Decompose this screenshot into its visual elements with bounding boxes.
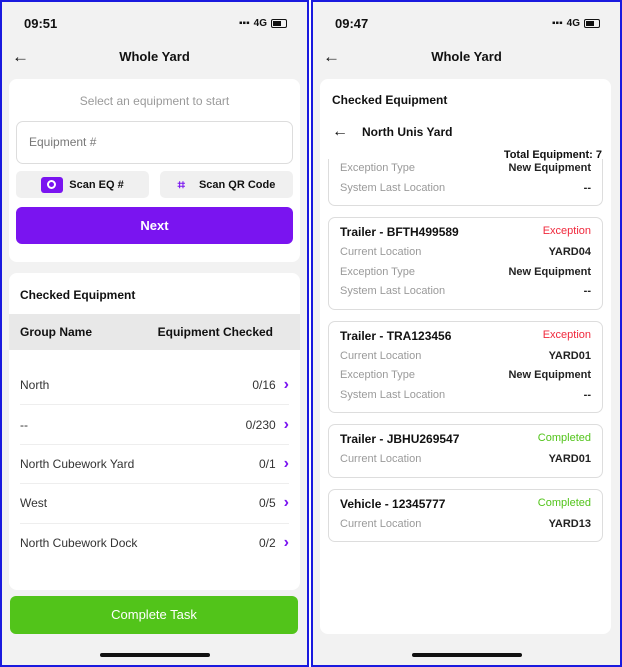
nav-bar: ← Whole Yard <box>2 46 307 68</box>
table-row[interactable]: North 0/16 › <box>20 366 289 406</box>
equipment-card[interactable]: Trailer - JBHU269547 Completed Current Lo… <box>328 424 603 478</box>
chevron-right-icon: › <box>283 494 289 512</box>
status-badge: Completed <box>537 432 591 444</box>
back-arrow-icon[interactable]: ← <box>323 47 340 66</box>
checked-equipment-card: Checked Equipment Group Name Equipment Ch… <box>9 273 300 590</box>
value: YARD04 <box>548 246 591 258</box>
equipment-card-partial[interactable]: Exception Type New Equipment System Last … <box>328 159 603 206</box>
hint-text: Select an equipment to start <box>79 94 230 108</box>
label: System Last Location <box>340 181 446 194</box>
label: Current Location <box>340 453 422 465</box>
col-equipment-checked: Equipment Checked <box>157 325 273 339</box>
group-count: 0/1 <box>258 456 276 471</box>
total-equipment: Total Equipment: 7 <box>503 149 602 161</box>
equipment-input[interactable]: Equipment # <box>16 121 293 164</box>
back-arrow-icon[interactable]: ← <box>332 123 348 140</box>
equipment-card[interactable]: Vehicle - 12345777 Completed Current Loca… <box>328 488 603 542</box>
group-count: 0/2 <box>258 536 276 551</box>
checked-equipment-panel: Checked Equipment ← North Unis Yard Total… <box>320 79 611 634</box>
phone-screen-right: 09:47 ▪▪▪ 4G ← Whole Yard Checked Equipme… <box>311 0 622 667</box>
group-name: North Cubework Yard <box>20 456 135 471</box>
signal-icon: ▪▪▪ <box>239 17 250 29</box>
home-indicator[interactable] <box>411 653 522 657</box>
label: Exception Type <box>340 162 416 174</box>
yard-header: ← North Unis Yard <box>320 107 611 141</box>
table-row[interactable]: -- 0/230 › <box>20 405 289 445</box>
clock: 09:47 <box>335 15 369 31</box>
value: YARD13 <box>548 517 591 530</box>
group-name: -- <box>20 417 28 432</box>
value: New Equipment <box>508 369 591 381</box>
equipment-entry-card: Select an equipment to start Equipment #… <box>9 79 300 262</box>
scan-qr-label: Scan QR Code <box>198 178 276 191</box>
group-name: West <box>20 496 48 511</box>
battery-icon <box>271 18 287 28</box>
equipment-title: Trailer - BFTH499589 <box>340 225 459 239</box>
label: System Last Location <box>340 388 446 401</box>
value: -- <box>583 388 591 401</box>
complete-task-button[interactable]: Complete Task <box>10 596 298 634</box>
yard-name: North Unis Yard <box>362 125 453 139</box>
scan-eq-label: Scan EQ # <box>69 178 124 191</box>
col-group-name: Group Name <box>20 325 93 339</box>
equipment-card[interactable]: Trailer - TRA123456 Exception Current Loc… <box>328 320 603 413</box>
equipment-title: Trailer - JBHU269547 <box>340 432 460 446</box>
chevron-right-icon: › <box>283 376 289 394</box>
group-count: 0/230 <box>245 417 276 432</box>
qr-code-icon: ⌗ <box>177 176 185 192</box>
back-arrow-icon[interactable]: ← <box>12 47 29 66</box>
network-label: 4G <box>566 17 580 29</box>
status-bar: 09:47 ▪▪▪ 4G <box>335 14 600 32</box>
value: -- <box>583 181 591 194</box>
value: New Equipment <box>508 265 591 278</box>
chevron-right-icon: › <box>283 415 289 433</box>
scan-eq-button[interactable]: Scan EQ # <box>16 171 149 198</box>
next-button[interactable]: Next <box>16 207 293 244</box>
nav-bar: ← Whole Yard <box>313 46 620 68</box>
section-title: Checked Equipment <box>20 288 136 302</box>
value: YARD01 <box>548 453 591 465</box>
label: Current Location <box>340 246 422 258</box>
status-badge: Completed <box>537 496 591 509</box>
signal-icon: ▪▪▪ <box>552 17 563 29</box>
group-name: North Cubework Dock <box>20 536 138 551</box>
value: YARD01 <box>548 349 591 362</box>
equipment-card[interactable]: Trailer - BFTH499589 Exception Current Lo… <box>328 217 603 310</box>
equipment-title: Vehicle - 12345777 <box>340 496 446 511</box>
status-bar: 09:51 ▪▪▪ 4G <box>24 14 287 32</box>
group-count: 0/16 <box>252 378 276 393</box>
status-badge: Exception <box>542 328 591 341</box>
scan-qr-button[interactable]: ⌗ Scan QR Code <box>160 171 293 198</box>
battery-icon <box>584 18 600 28</box>
equipment-title: Trailer - TRA123456 <box>340 328 452 343</box>
value: -- <box>583 285 591 297</box>
section-title: Checked Equipment <box>332 93 448 107</box>
page-title: Whole Yard <box>119 49 190 64</box>
network-label: 4G <box>253 17 267 29</box>
clock: 09:51 <box>24 15 58 31</box>
table-header: Group Name Equipment Checked <box>9 314 300 350</box>
group-name: North <box>20 378 50 393</box>
camera-icon <box>41 176 64 193</box>
label: Current Location <box>340 349 422 362</box>
chevron-right-icon: › <box>283 534 289 552</box>
table-row[interactable]: West 0/5 › <box>20 484 289 524</box>
label: Exception Type <box>340 265 416 278</box>
page-title: Whole Yard <box>431 49 502 64</box>
table-row[interactable]: North Cubework Dock 0/2 › <box>20 524 289 563</box>
home-indicator[interactable] <box>99 653 210 657</box>
value: New Equipment <box>508 162 591 174</box>
label: Current Location <box>340 517 422 530</box>
group-count: 0/5 <box>258 496 276 511</box>
label: System Last Location <box>340 285 446 297</box>
label: Exception Type <box>340 369 416 381</box>
phone-screen-left: 09:51 ▪▪▪ 4G ← Whole Yard Select an equip… <box>0 0 309 667</box>
chevron-right-icon: › <box>283 454 289 472</box>
table-row[interactable]: North Cubework Yard 0/1 › <box>20 445 289 485</box>
status-badge: Exception <box>542 225 591 237</box>
